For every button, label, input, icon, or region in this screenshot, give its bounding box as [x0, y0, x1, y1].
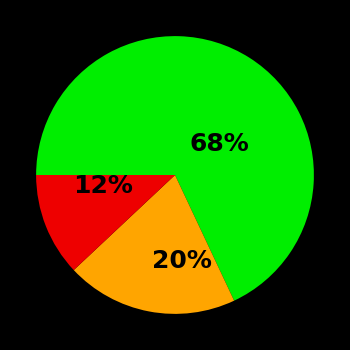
- Wedge shape: [74, 175, 234, 314]
- Text: 12%: 12%: [73, 174, 133, 198]
- Wedge shape: [36, 175, 175, 270]
- Text: 20%: 20%: [152, 249, 212, 273]
- Wedge shape: [36, 36, 314, 301]
- Text: 68%: 68%: [190, 132, 249, 156]
